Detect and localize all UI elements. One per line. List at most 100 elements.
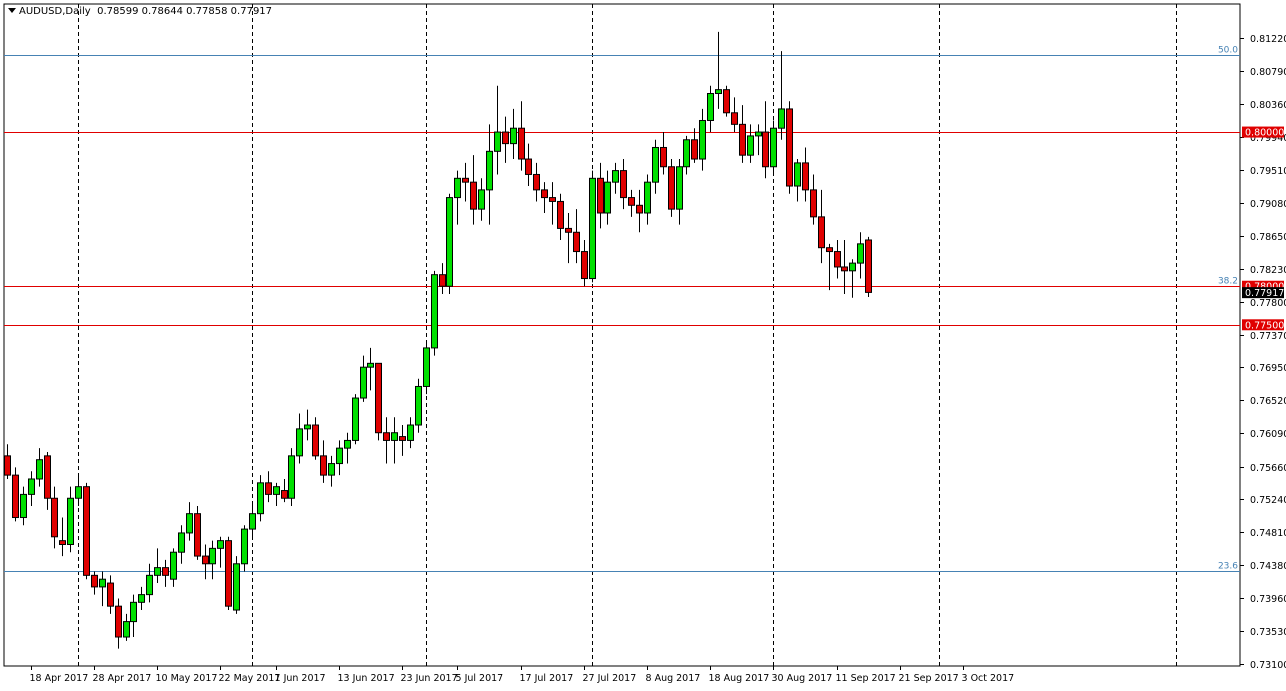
candle-body[interactable] [107, 582, 114, 607]
candle-body[interactable] [668, 166, 675, 210]
candle-body[interactable] [312, 424, 319, 457]
candle-body[interactable] [462, 177, 469, 183]
candle-body[interactable] [344, 439, 351, 449]
candle-body[interactable] [257, 482, 264, 515]
candle-body[interactable] [170, 551, 177, 580]
candle-body[interactable] [533, 173, 540, 191]
candle-body[interactable] [360, 366, 367, 399]
candle-body[interactable] [510, 127, 517, 145]
candle-body[interactable] [281, 490, 288, 499]
candle-body[interactable] [857, 243, 864, 264]
candle-body[interactable] [178, 532, 185, 553]
candle-body[interactable] [525, 158, 532, 175]
candle-body[interactable] [818, 216, 825, 249]
candle-body[interactable] [130, 601, 137, 623]
candle-body[interactable] [383, 432, 390, 441]
candle-body[interactable] [794, 162, 801, 187]
candle-body[interactable] [541, 189, 548, 199]
candle-body[interactable] [194, 513, 201, 557]
candle-body[interactable] [502, 131, 509, 145]
candle-body[interactable] [826, 247, 833, 253]
candle-body[interactable] [518, 127, 525, 160]
candle-body[interactable] [589, 177, 596, 280]
candle-body[interactable] [296, 428, 303, 457]
candle-body[interactable] [699, 119, 706, 160]
candle-body[interactable] [202, 555, 209, 565]
candle-body[interactable] [739, 123, 746, 156]
candle-body[interactable] [28, 478, 35, 495]
candle-body[interactable] [44, 455, 51, 499]
candle-body[interactable] [423, 347, 430, 387]
candle-body[interactable] [620, 170, 627, 199]
candle-body[interactable] [407, 424, 414, 441]
candle-body[interactable] [604, 181, 611, 214]
candle-body[interactable] [691, 139, 698, 160]
candle-body[interactable] [660, 146, 667, 168]
candle-body[interactable] [565, 227, 572, 233]
candle-body[interactable] [154, 567, 161, 576]
candle-body[interactable] [375, 362, 382, 434]
candle-body[interactable] [352, 397, 359, 441]
candle-body[interactable] [486, 150, 493, 191]
candle-body[interactable] [644, 181, 651, 214]
candle-body[interactable] [67, 497, 74, 546]
candle-body[interactable] [12, 474, 19, 519]
candle-body[interactable] [304, 424, 311, 430]
candle-body[interactable] [115, 605, 122, 638]
candle-body[interactable] [636, 204, 643, 214]
candle-body[interactable] [233, 563, 240, 611]
candle-body[interactable] [320, 455, 327, 476]
candle-body[interactable] [715, 89, 722, 95]
candle-body[interactable] [755, 131, 762, 137]
candle-body[interactable] [707, 93, 714, 121]
candle-body[interactable] [367, 362, 374, 368]
candle-body[interactable] [439, 274, 446, 287]
candle-body[interactable] [676, 166, 683, 210]
candle-body[interactable] [652, 146, 659, 183]
candle-body[interactable] [59, 540, 66, 546]
candle-body[interactable] [51, 497, 58, 538]
candle-body[interactable] [91, 574, 98, 588]
candle-body[interactable] [162, 567, 169, 576]
candle-body[interactable] [336, 447, 343, 465]
candle-body[interactable] [786, 108, 793, 187]
candle-body[interactable] [454, 177, 461, 199]
candle-body[interactable] [762, 131, 769, 168]
candle-body[interactable] [391, 432, 398, 441]
candle-body[interactable] [217, 540, 224, 549]
candle-body[interactable] [612, 170, 619, 183]
candle-body[interactable] [581, 251, 588, 280]
candle-body[interactable] [778, 108, 785, 129]
candle-body[interactable] [573, 231, 580, 253]
candle-body[interactable] [83, 486, 90, 576]
candle-body[interactable] [478, 189, 485, 210]
candle-body[interactable] [865, 239, 872, 293]
candle-body[interactable] [431, 274, 438, 349]
candle-body[interactable] [557, 200, 564, 229]
candle-body[interactable] [723, 89, 730, 114]
candle-body[interactable] [123, 621, 130, 638]
candle-body[interactable] [328, 463, 335, 476]
candle-body[interactable] [288, 455, 295, 499]
candle-body[interactable] [36, 459, 43, 480]
candle-body[interactable] [225, 540, 232, 607]
candle-body[interactable] [841, 266, 848, 272]
candle-body[interactable] [770, 127, 777, 168]
candle-body[interactable] [494, 131, 501, 152]
candle-body[interactable] [99, 578, 106, 588]
candle-body[interactable] [628, 197, 635, 206]
candle-body[interactable] [241, 528, 248, 565]
candle-body[interactable] [810, 189, 817, 218]
candle-body[interactable] [209, 547, 216, 565]
candle-body[interactable] [75, 486, 82, 499]
candle-body[interactable] [549, 197, 556, 202]
candle-body[interactable] [249, 513, 256, 530]
candle-body[interactable] [186, 513, 193, 534]
candle-body[interactable] [802, 162, 809, 191]
candle-body[interactable] [20, 493, 27, 519]
candle-body[interactable] [399, 436, 406, 441]
candle-body[interactable] [265, 482, 272, 495]
candle-body[interactable] [273, 486, 280, 495]
candle-body[interactable] [731, 112, 738, 125]
candle-body[interactable] [597, 177, 604, 214]
